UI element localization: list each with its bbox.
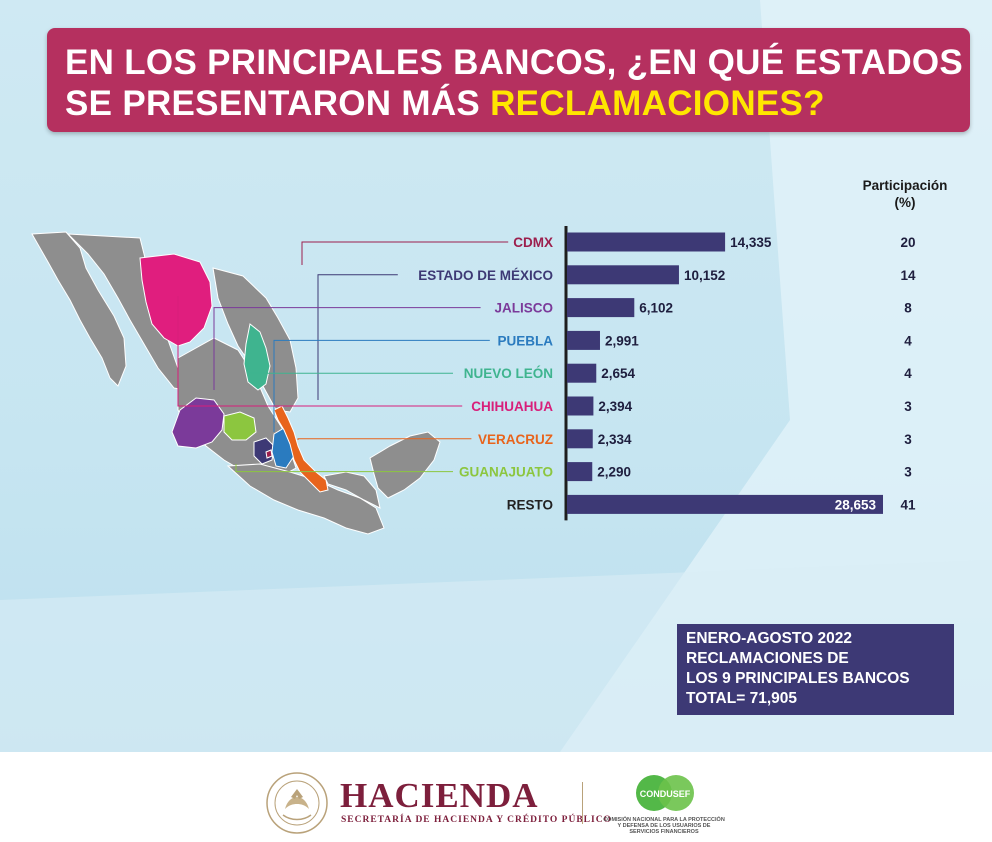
bars-group: CDMX 14,335 20 ESTADO DE MÉXICO 10,152 14 JALI… bbox=[418, 232, 916, 514]
category-label-6: VERACRUZ bbox=[478, 432, 553, 447]
leader-line-4 bbox=[249, 372, 453, 380]
bar-6 bbox=[567, 429, 593, 449]
bar-4 bbox=[567, 363, 597, 383]
bar-3 bbox=[567, 330, 600, 350]
participation-label-5: 3 bbox=[904, 399, 912, 414]
bar-7 bbox=[567, 462, 593, 482]
infographic-canvas: EN LOS PRINCIPALES BANCOS, ¿EN QUÉ ESTAD… bbox=[0, 0, 992, 752]
participation-label-6: 3 bbox=[904, 432, 912, 447]
summary-box: ENERO-AGOSTO 2022 RECLAMACIONES DE LOS 9… bbox=[677, 624, 954, 715]
participation-label-1: 14 bbox=[900, 268, 916, 283]
hacienda-name: HACIENDA bbox=[340, 776, 539, 815]
participation-header: Participación (%) bbox=[845, 177, 965, 211]
map-state-chihuahua bbox=[139, 253, 213, 347]
value-label-1: 10,152 bbox=[684, 268, 725, 283]
leader-line-3 bbox=[273, 339, 490, 432]
value-label-8: 28,653 bbox=[835, 497, 877, 512]
leader-lines bbox=[177, 241, 509, 473]
participation-label-8: 41 bbox=[900, 497, 916, 512]
participation-label-4: 4 bbox=[904, 366, 912, 381]
footer bbox=[0, 752, 992, 842]
value-label-5: 2,394 bbox=[598, 399, 632, 414]
category-label-3: PUEBLA bbox=[497, 333, 553, 348]
leader-line-1 bbox=[317, 274, 398, 400]
participation-header-line2: (%) bbox=[894, 195, 916, 210]
summary-line-4: TOTAL= 71,905 bbox=[686, 690, 797, 707]
map-state-guanajuato bbox=[223, 411, 257, 441]
leader-line-6 bbox=[297, 438, 472, 440]
title-line-1: EN LOS PRINCIPALES BANCOS, ¿EN QUÉ ESTAD… bbox=[65, 43, 964, 82]
category-label-7: GUANAJUATO bbox=[459, 465, 553, 480]
participation-label-7: 3 bbox=[904, 465, 912, 480]
value-label-3: 2,991 bbox=[605, 333, 639, 348]
participation-label-0: 20 bbox=[900, 235, 915, 250]
leader-line-5 bbox=[177, 296, 463, 407]
bar-1 bbox=[567, 265, 679, 285]
leader-line-7 bbox=[235, 464, 453, 473]
bar-chart: CDMX 14,335 20 ESTADO DE MÉXICO 10,152 14 JALI… bbox=[177, 226, 916, 521]
summary-line-3: LOS 9 PRINCIPALES BANCOS bbox=[686, 670, 910, 687]
value-label-6: 2,334 bbox=[598, 432, 632, 447]
map-state-jalisco bbox=[171, 397, 225, 449]
category-label-5: CHIHUAHUA bbox=[471, 399, 553, 414]
map-state-cdmx bbox=[265, 449, 273, 459]
value-label-2: 6,102 bbox=[639, 301, 673, 316]
category-label-1: ESTADO DE MÉXICO bbox=[418, 268, 553, 283]
condusef-subtitle: COMISIÓN NACIONAL PARA LA PROTECCIÓN Y D… bbox=[603, 817, 725, 835]
bar-8 bbox=[567, 494, 883, 514]
value-label-4: 2,654 bbox=[601, 366, 635, 381]
mexico-map bbox=[31, 231, 441, 535]
footer-divider bbox=[582, 782, 583, 824]
participation-label-3: 4 bbox=[904, 333, 912, 348]
condusef-logo-text: CONDUSEF bbox=[640, 789, 691, 799]
title-highlight: RECLAMACIONES? bbox=[490, 84, 825, 123]
leader-line-2 bbox=[213, 307, 481, 390]
condusef-logo-icon: CONDUSEF bbox=[636, 775, 694, 811]
participation-header-line1: Participación bbox=[862, 178, 948, 193]
category-label-8: RESTO bbox=[507, 497, 553, 512]
bar-2 bbox=[567, 298, 635, 318]
hacienda-seal-icon bbox=[266, 772, 328, 834]
map-state-veracruz bbox=[273, 405, 329, 493]
summary-line-1: ENERO-AGOSTO 2022 bbox=[686, 630, 852, 647]
title-line-2-prefix: SE PRESENTARON MÁS bbox=[65, 84, 491, 123]
bar-0 bbox=[567, 232, 726, 252]
hacienda-subtitle: SECRETARÍA DE HACIENDA Y CRÉDITO PÚBLICO bbox=[341, 815, 612, 825]
participation-label-2: 8 bbox=[904, 301, 912, 316]
category-label-0: CDMX bbox=[513, 235, 553, 250]
bar-5 bbox=[567, 396, 594, 416]
title-line-2: SE PRESENTARON MÁS RECLAMACIONES? bbox=[65, 84, 825, 124]
category-label-2: JALISCO bbox=[494, 301, 553, 316]
title-banner: EN LOS PRINCIPALES BANCOS, ¿EN QUÉ ESTAD… bbox=[47, 28, 970, 132]
value-label-0: 14,335 bbox=[730, 235, 772, 250]
leader-line-0 bbox=[301, 241, 509, 265]
summary-line-2: RECLAMACIONES DE bbox=[686, 650, 849, 667]
category-label-4: NUEVO LEÓN bbox=[464, 366, 553, 381]
value-label-7: 2,290 bbox=[597, 465, 631, 480]
